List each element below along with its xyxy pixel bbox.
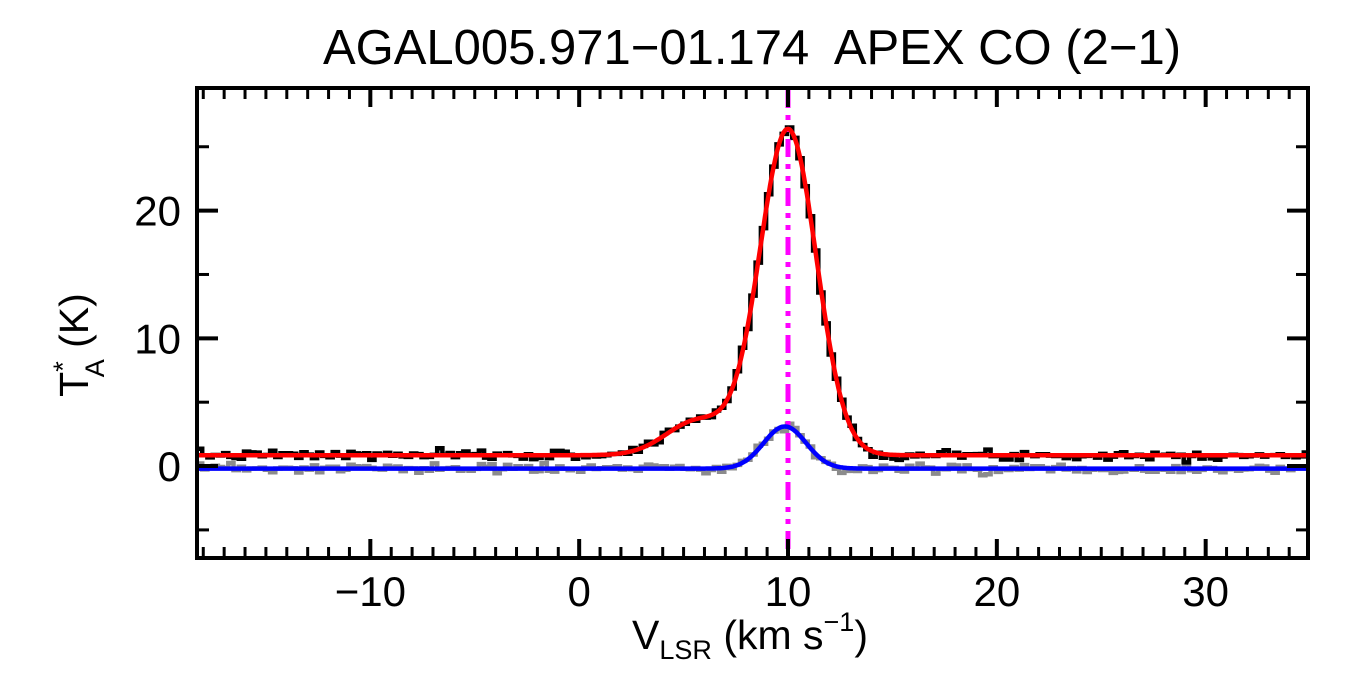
x-axis-label: VLSR (km s−1) <box>632 607 868 665</box>
data-series <box>199 90 1306 556</box>
x-tick-label: 10 <box>765 568 812 615</box>
x-axis-label-base: V <box>632 612 660 658</box>
x-axis-label-close: ) <box>854 612 868 658</box>
y-axis-label-sup: * <box>48 361 78 372</box>
y-axis-label-post: (K) <box>51 293 97 359</box>
x-axis-label-sup: −1 <box>824 607 855 637</box>
x-tick-label: 30 <box>1182 568 1229 615</box>
plot-frame <box>195 86 1310 560</box>
plot-title: AGAL005.971−01.174 APEX CO (2−1) <box>323 21 1181 75</box>
y-tick-label: 10 <box>134 315 181 362</box>
x-axis-label-mid: (km s <box>712 612 824 658</box>
observed-fit <box>199 126 1306 458</box>
y-tick-label: 20 <box>134 188 181 235</box>
y-axis-label-sub: A <box>80 359 110 377</box>
y-axis-label: T*A (K) <box>48 293 110 397</box>
x-tick-label: −10 <box>335 568 406 615</box>
comparison-fit <box>199 424 1306 471</box>
y-tick-label: 0 <box>158 443 181 490</box>
x-tick-label: 20 <box>973 568 1020 615</box>
axes: −10 0 10 20 30 0 10 20 <box>134 86 1310 615</box>
x-axis-label-sub: LSR <box>659 635 712 665</box>
y-axis-label-base: T <box>51 372 97 397</box>
x-tick-label: 0 <box>567 568 590 615</box>
